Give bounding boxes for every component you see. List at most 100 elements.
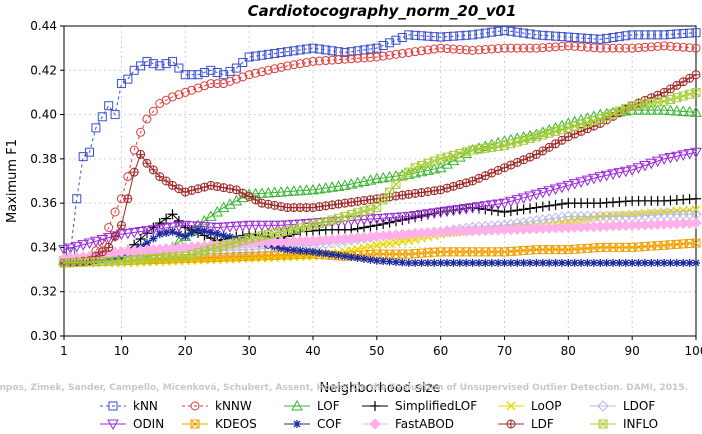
data-point [575,177,587,188]
data-point [460,203,473,215]
data-point [383,213,396,224]
data-point [319,182,332,193]
data-point [275,186,287,197]
data-point [582,42,592,52]
data-point [275,220,287,232]
data-point [315,248,324,257]
data-point [500,258,509,267]
data-point [353,53,363,63]
y-tick-label: 0.44 [30,19,57,33]
data-point [174,230,183,239]
data-point [402,211,415,223]
data-point [302,247,311,256]
data-point [283,245,292,254]
data-point [161,213,172,224]
data-point [570,258,579,267]
data-point [423,45,433,55]
data-point [275,241,287,254]
data-point [385,257,394,266]
data-point [468,45,478,55]
data-point [409,211,421,222]
data-point [422,209,434,220]
legend-item-loop: LoOP [498,399,562,413]
data-point [692,258,700,267]
data-point [249,220,262,232]
legend-marker [291,399,303,411]
x-tick-label: 1 [60,344,68,358]
data-point [64,243,77,255]
data-point [410,47,420,57]
data-point [136,127,146,137]
data-point [364,174,377,185]
data-point [168,56,178,66]
data-point [371,220,382,231]
data-point [607,169,619,180]
data-point [173,221,185,233]
data-point [626,165,639,176]
data-point [614,43,624,53]
data-point [653,41,663,51]
data-point [351,176,364,188]
data-point [116,220,126,230]
data-point [327,46,337,56]
data-point [314,56,324,66]
data-point [531,202,542,213]
data-point [346,54,356,64]
data-point [148,106,158,116]
data-point [429,32,439,42]
data-point [123,194,133,204]
data-point [564,258,573,267]
data-point [97,112,107,122]
data-point [263,49,273,59]
data-point [480,44,490,54]
data-point [691,238,701,248]
legend-label: kNN [133,399,158,413]
data-point [128,227,141,239]
data-point [493,44,503,54]
data-point [326,181,338,192]
data-point [678,29,688,39]
data-point [447,205,460,217]
data-point [276,48,286,58]
data-point [281,185,294,197]
data-point [531,30,541,40]
data-point [256,187,268,198]
data-point [498,198,511,210]
data-point [129,167,139,177]
data-point [441,158,453,169]
data-point [327,55,337,65]
data-point [142,114,152,124]
data-point [270,48,280,58]
data-point [487,44,497,54]
legend-item-knnw: kNNW [182,399,252,413]
data-point [404,30,414,40]
data-point [691,43,701,53]
data-point [358,175,370,186]
legend-marker [506,401,516,411]
series-odin [58,147,702,256]
data-point [174,90,184,100]
data-point [238,58,248,68]
data-point [372,52,382,62]
data-point [602,33,612,43]
data-point [295,59,305,69]
data-point [537,201,548,212]
data-point [268,186,281,198]
data-point [385,50,395,60]
data-point [282,47,292,57]
data-point [417,258,426,267]
data-point [562,180,575,192]
data-point [398,258,407,267]
data-point [263,65,273,75]
legend-item-fastabod: FastABOD [362,417,454,431]
grid [63,25,697,337]
y-axis-label: Maximum F1 [5,139,20,223]
data-point [544,31,554,41]
data-point [621,43,631,53]
data-point [340,252,349,261]
legend-label: LDOF [623,399,655,413]
data-point [372,43,382,53]
data-point [685,43,695,53]
data-point [321,45,331,55]
data-point [474,29,484,39]
